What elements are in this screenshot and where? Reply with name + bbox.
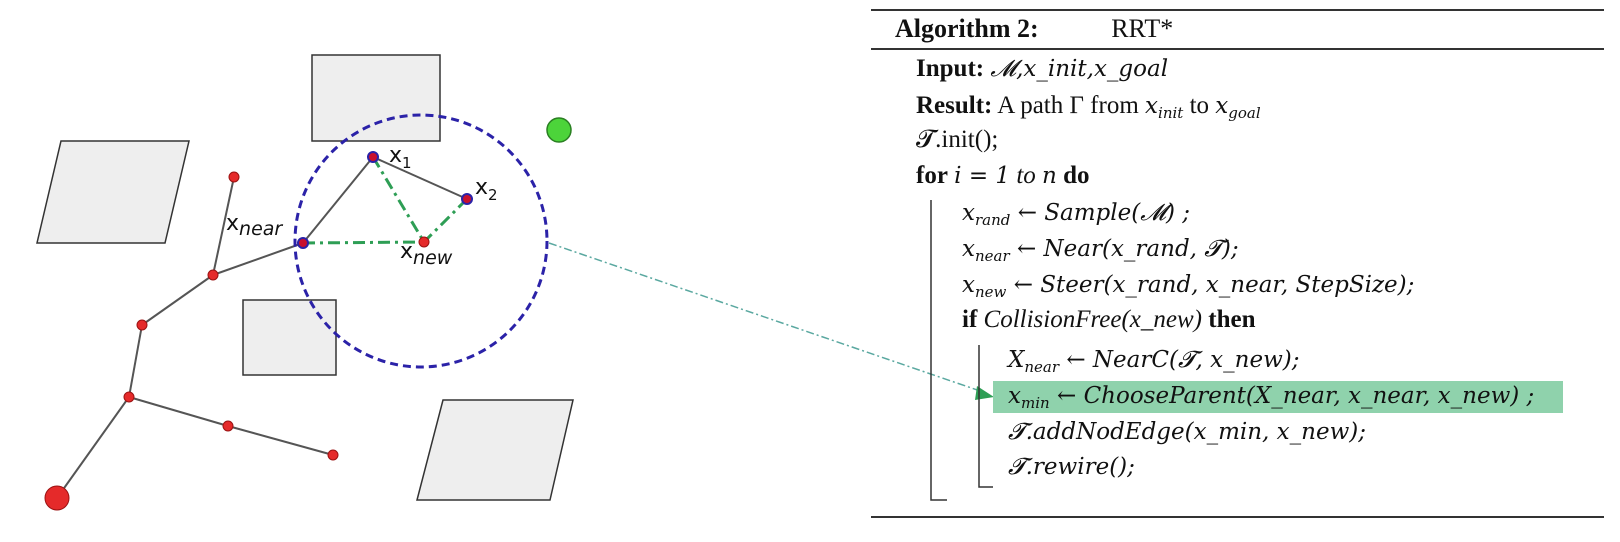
tree-node — [136, 319, 148, 331]
candidate-edge-x2-new — [422, 197, 469, 244]
algorithm-title-label: Algorithm 2: — [895, 14, 1039, 43]
result-keyword: Result: — [916, 92, 993, 119]
candidate-edges — [302, 156, 469, 245]
algorithm-title: Algorithm 2: RRT* — [895, 14, 1173, 44]
tree-edge — [302, 156, 374, 244]
x1-node — [367, 151, 379, 163]
for-keyword: for — [916, 162, 948, 189]
pointer-arrowhead — [975, 386, 994, 400]
add-node-edge-line: 𝓣.addNodEdge(x_min, x_new); — [1008, 419, 1366, 445]
if-line: if CollisionFree(x_new) then — [962, 305, 1256, 335]
result-start: xinit — [1145, 93, 1184, 122]
init-line: 𝓣.init(); — [916, 125, 998, 155]
obstacle-rect-top — [311, 54, 441, 142]
steer-line: xnew ← Steer(x_rand, x_near, StepSize); — [962, 272, 1415, 301]
if-keyword: if — [962, 306, 978, 333]
algorithm-title-name: RRT* — [1111, 14, 1174, 43]
for-block-bracket — [930, 200, 947, 501]
tree-edge — [212, 242, 304, 276]
obstacle-parallelogram-bottom — [416, 399, 574, 501]
for-to: to — [1016, 162, 1036, 189]
obstacle-rect-middle — [242, 299, 337, 376]
near-line: xnear ← Near(x_rand, 𝓣); — [962, 236, 1239, 265]
for-n: n — [1042, 163, 1057, 189]
nearc-line: Xnear ← NearC(𝓣, x_new); — [1008, 347, 1300, 376]
x-near-node — [297, 237, 309, 249]
tree-edge — [56, 396, 130, 499]
obstacle-parallelogram-left — [36, 140, 190, 244]
label-x1: x1 — [389, 143, 412, 172]
start-node — [44, 485, 70, 511]
label-x2: x2 — [475, 175, 498, 204]
tree-edge — [212, 176, 235, 276]
sample-line: xrand ← Sample(𝓜) ; — [962, 200, 1191, 229]
if-condition: CollisionFree(x_new) — [983, 306, 1203, 333]
algorithm-frame — [871, 9, 1604, 518]
init-text: 𝓣.init(); — [916, 126, 999, 153]
candidate-edge-near-new — [302, 240, 425, 245]
tree-edges — [56, 156, 468, 499]
label-x-new: xnew — [400, 239, 453, 269]
do-keyword: do — [1063, 162, 1090, 189]
tree-node — [418, 236, 430, 248]
choose-parent-highlight — [993, 381, 1563, 413]
result-pre: A path Γ from — [997, 92, 1139, 119]
result-mid: to — [1189, 92, 1210, 119]
candidate-edge-x1-new — [371, 156, 426, 243]
result-end: xgoal — [1215, 93, 1261, 122]
obstacles — [36, 54, 574, 501]
then-keyword: then — [1208, 306, 1256, 333]
tree-node — [222, 420, 234, 432]
goal-node — [546, 117, 572, 143]
tree-edge — [141, 274, 214, 326]
tree-node — [228, 171, 240, 183]
neighborhood-circle — [293, 113, 549, 369]
input-value: 𝓜,x_init,x_goal — [990, 56, 1169, 82]
tree-node — [207, 269, 219, 281]
choose-parent-line: xmin ← ChooseParent(X_near, x_near, x_ne… — [1008, 383, 1535, 412]
for-line: for i = 1 to n do — [916, 161, 1090, 191]
neighbor-nodes — [297, 151, 473, 249]
if-block-bracket — [978, 345, 993, 488]
input-line: Input: 𝓜,x_init,x_goal — [916, 54, 1168, 84]
x2-node — [461, 193, 473, 205]
tree-nodes — [123, 171, 430, 461]
rewire-line: 𝓣.rewire(); — [1008, 454, 1135, 480]
label-x-near: xnear — [226, 211, 283, 240]
tree-edge — [372, 156, 468, 200]
tree-node — [327, 449, 339, 461]
pointer-line — [548, 242, 987, 394]
input-keyword: Input: — [916, 55, 985, 82]
tree-edge — [128, 396, 229, 427]
tree-edge — [227, 425, 334, 456]
result-line: Result: A path Γ from xinit to xgoal — [916, 91, 1261, 128]
tree-node — [123, 391, 135, 403]
for-expr: i = 1 — [954, 163, 1011, 189]
tree-edge — [128, 324, 143, 398]
